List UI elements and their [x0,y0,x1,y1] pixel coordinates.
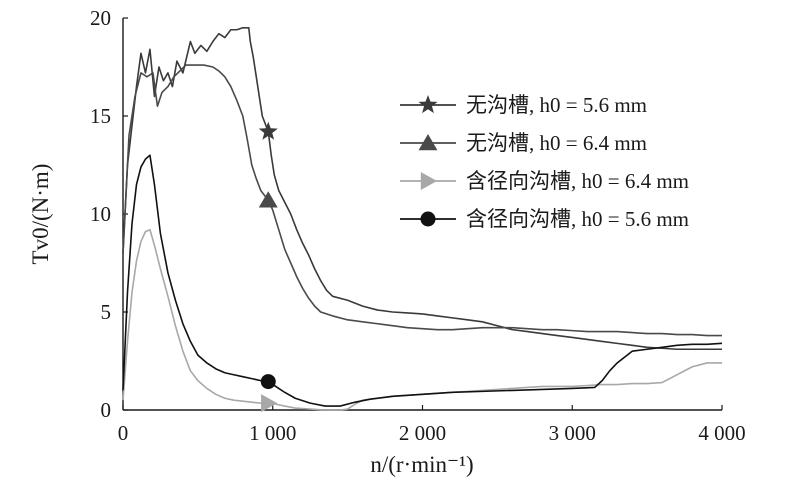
triangle-right-marker [261,394,278,413]
series-line-4 [122,154,723,407]
x-tick-label: 1 000 [249,421,296,445]
legend-label-2: 无沟槽, h0 = 6.4 mm [466,131,647,155]
legend-label-3: 含径向沟槽, h0 = 6.4 mm [466,169,689,193]
x-tick-label: 4 000 [698,421,745,445]
x-axis-title: n/(r·min⁻¹) [370,452,473,477]
marker-layer [258,121,278,413]
star-marker [258,121,278,140]
x-tick-label: 3 000 [549,421,596,445]
series-line-3 [122,228,722,411]
series-line-2 [122,64,722,337]
star-marker [418,95,438,114]
circle-marker [420,211,436,227]
series-layer [122,27,723,411]
y-tick-label: 0 [101,398,112,422]
triangle-marker [418,134,438,151]
y-tick-label: 20 [90,6,111,30]
circle-marker [260,374,276,390]
y-axis-title: Tv0/(N·m) [28,164,53,265]
legend-label-1: 无沟槽, h0 = 5.6 mm [466,93,647,117]
y-tick-label: 10 [90,202,111,226]
y-tick-label: 5 [101,300,112,324]
triangle-right-marker [420,172,437,190]
x-tick-label: 0 [118,421,129,445]
ticks: 0 1 000 2 000 3 000 4 000 0 5 10 15 20 [90,6,746,445]
x-tick-label: 2 000 [399,421,446,445]
y-tick-label: 15 [90,104,111,128]
legend-label-4: 含径向沟槽, h0 = 5.6 mm [466,207,689,231]
triangle-marker [258,191,278,208]
legend: 无沟槽, h0 = 5.6 mm 无沟槽, h0 = 6.4 mm 含径向沟槽, h… [400,93,689,231]
series-line-1 [122,27,722,351]
